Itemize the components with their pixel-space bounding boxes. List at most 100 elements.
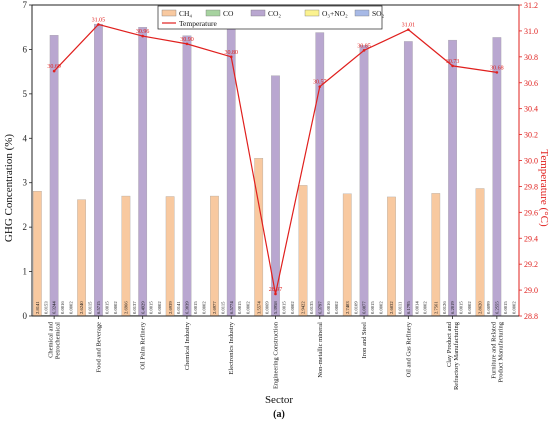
x-tick-label: Furniture and RelatedProduct Manufacturi… xyxy=(490,321,504,382)
y-tick-label: 2 xyxy=(23,222,28,232)
bar-value-label: 0.0135 xyxy=(309,301,314,314)
bar-value-label: 0.0016 xyxy=(326,301,331,314)
bar-value-label: 6.2019 xyxy=(450,301,455,314)
bar-value-label: 0.0002 xyxy=(378,301,383,314)
bar-value-label: 0.0002 xyxy=(290,301,295,314)
legend-swatch xyxy=(355,10,369,16)
bar-value-label: 0.0141 xyxy=(176,301,181,314)
x-tick-label: Clay Product andRefractory Manufacturing xyxy=(446,321,460,390)
temperature-point xyxy=(186,43,189,46)
bar-value-label: 0.0002 xyxy=(157,301,162,314)
y-tick-label: 6 xyxy=(23,44,28,54)
bar-value-label: 0.0002 xyxy=(69,301,74,314)
temperature-point xyxy=(97,23,100,26)
temperature-label: 31.01 xyxy=(402,23,416,29)
bar-value-label: 6.5715 xyxy=(96,301,101,314)
y-tick-label: 3 xyxy=(23,178,28,188)
bar xyxy=(166,196,174,316)
bar-value-label: 2.6977 xyxy=(212,301,217,314)
y-tick-label: 0 xyxy=(23,311,28,321)
legend-swatch xyxy=(206,10,220,16)
bar-value-label: 6.0877 xyxy=(362,301,367,314)
bar-value-label: 0.0015 xyxy=(282,301,287,314)
bar-value-label: 2.7561 xyxy=(433,301,438,314)
bar-value-label: 0.0115 xyxy=(88,301,93,314)
bar-value-label: 2.8620 xyxy=(478,301,483,314)
bar-value-label: 3.5574 xyxy=(256,301,261,314)
bar-value-label: 0.0002 xyxy=(467,301,472,314)
bar-value-label: 2.6832 xyxy=(389,301,394,314)
y-right-tick-label: 30.0 xyxy=(524,157,538,166)
temperature-point xyxy=(274,293,277,296)
bar-value-label: 0.0002 xyxy=(511,301,516,314)
bar xyxy=(255,158,263,316)
bar-value-label: 6.3039 xyxy=(185,301,190,314)
y-tick-label: 7 xyxy=(23,0,28,10)
bar-value-label: 0.0002 xyxy=(113,301,118,314)
bar xyxy=(77,200,85,316)
bar-value-label: 2.6939 xyxy=(168,301,173,314)
temperature-label: 30.57 xyxy=(313,80,327,86)
bar-value-label: 0.0111 xyxy=(398,301,403,314)
y-right-tick-label: 29.0 xyxy=(524,286,538,295)
temperature-label: 31.05 xyxy=(92,17,106,23)
bar xyxy=(299,185,307,316)
y-right-tick-label: 31.0 xyxy=(524,27,538,36)
bar-value-label: 6.2555 xyxy=(494,301,499,314)
bar xyxy=(432,193,440,316)
y-right-tick-label: 29.4 xyxy=(524,234,538,243)
temperature-point xyxy=(141,35,144,38)
bar-value-label: 0.0015 xyxy=(193,301,198,314)
x-tick-label: Engineering Construction xyxy=(273,321,280,389)
temperature-point xyxy=(230,56,233,59)
x-tick-label: Oil and Gas Refinery xyxy=(405,321,412,377)
bar-value-label: 0.0099 xyxy=(486,301,491,314)
bar xyxy=(210,196,218,316)
legend-swatch xyxy=(251,10,265,16)
bar-value-label: 0.0109 xyxy=(353,301,358,314)
y-right-tick-label: 30.6 xyxy=(524,79,538,88)
bar-value-label: 0.0153 xyxy=(43,301,48,314)
x-tick-label: Electronics Industry xyxy=(228,321,235,374)
temperature-point xyxy=(318,85,321,88)
bar xyxy=(404,41,412,316)
bar-value-label: 0.0015 xyxy=(149,301,154,314)
bar-value-label: 0.0002 xyxy=(201,301,206,314)
bar-value-label: 0.0002 xyxy=(334,301,339,314)
x-tick-label: Non-metallic mineral xyxy=(317,322,324,378)
bar xyxy=(448,40,456,316)
bar-value-label: 0.0015 xyxy=(503,301,508,314)
y-right-tick-label: 31.2 xyxy=(524,1,538,10)
bar-value-label: 0.0126 xyxy=(442,301,447,314)
bar-value-label: 0.0002 xyxy=(423,301,428,314)
legend-label: CO₂ xyxy=(268,9,281,18)
temperature-point xyxy=(496,71,499,74)
legend-label: O₃+NO₂ xyxy=(322,9,348,18)
bar-value-label: 0.0014 xyxy=(414,301,419,314)
x-tick-label: Chemical andPetrochemical xyxy=(48,321,62,359)
bar xyxy=(387,197,395,316)
bar-value-label: 2.8141 xyxy=(35,301,40,314)
y-tick-label: 1 xyxy=(23,267,28,277)
bar xyxy=(94,24,102,316)
x-tick-label: Iron and Steel xyxy=(361,322,368,359)
temperature-point xyxy=(451,65,454,68)
temperature-label: 30.85 xyxy=(357,43,371,49)
legend-label: CO xyxy=(223,9,234,18)
bar xyxy=(122,196,130,316)
y-right-tick-label: 30.4 xyxy=(524,105,538,114)
bar-value-label: 6.3797 xyxy=(317,301,322,314)
bar-value-label: 0.0015 xyxy=(104,301,109,314)
bar-value-label: 6.5774 xyxy=(229,301,234,314)
bar-value-label: 2.6240 xyxy=(79,301,84,314)
bar-value-label: 2.9422 xyxy=(301,301,306,314)
temperature-label: 30.73 xyxy=(446,59,460,65)
bar-value-label: 0.0115 xyxy=(220,301,225,314)
x-tick-label: Oil Palm Refinery xyxy=(140,321,147,369)
bar xyxy=(183,36,191,316)
bar xyxy=(493,37,501,316)
legend-label: Temperature xyxy=(179,19,217,28)
bar-value-label: 6.4929 xyxy=(140,301,145,314)
y-right-tick-label: 29.2 xyxy=(524,260,538,269)
